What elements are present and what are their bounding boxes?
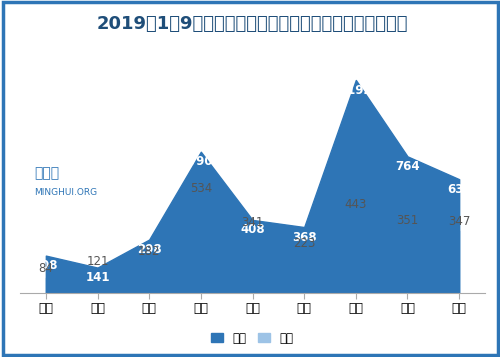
Text: 347: 347 <box>448 215 470 228</box>
Text: 341: 341 <box>242 216 264 229</box>
Title: 2019年1～9月大陸法輪功學員遭綁架、騷擾迫害人數統計: 2019年1～9月大陸法輪功學員遭綁架、騷擾迫害人數統計 <box>97 15 408 33</box>
Text: 636: 636 <box>447 183 471 196</box>
Text: 534: 534 <box>190 182 212 195</box>
Text: 141: 141 <box>85 271 110 284</box>
Text: 121: 121 <box>86 256 109 268</box>
Text: 298: 298 <box>137 243 162 256</box>
Text: 368: 368 <box>292 231 316 243</box>
Text: 1192: 1192 <box>340 84 372 96</box>
Legend: 綁架, 騷擾: 綁架, 騷擾 <box>206 327 298 349</box>
Text: 790: 790 <box>188 155 213 168</box>
Text: 明慧網: 明慧網 <box>34 166 59 180</box>
Text: 208: 208 <box>34 259 58 272</box>
Text: 182: 182 <box>138 245 160 257</box>
Text: 223: 223 <box>293 237 316 250</box>
Text: MINGHUI.ORG: MINGHUI.ORG <box>34 188 97 197</box>
Text: 84: 84 <box>38 262 54 275</box>
Text: 443: 443 <box>344 198 367 211</box>
Text: 764: 764 <box>395 160 420 173</box>
Text: 408: 408 <box>240 223 265 236</box>
Text: 351: 351 <box>396 215 418 227</box>
